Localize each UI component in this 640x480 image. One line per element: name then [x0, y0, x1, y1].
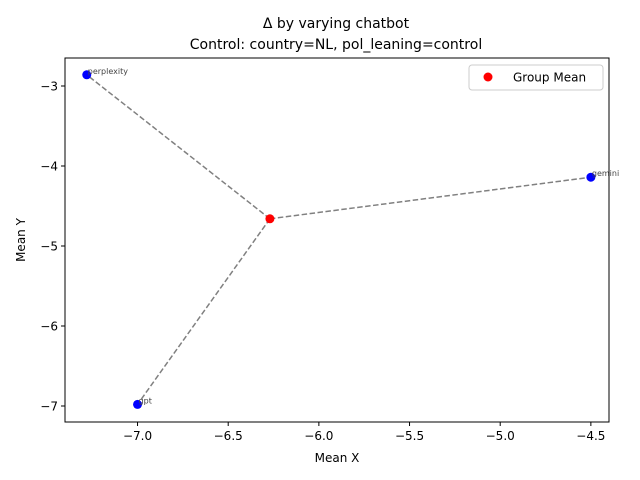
y-tick-label: −3 — [40, 80, 58, 94]
y-tick-label: −5 — [40, 240, 58, 254]
x-tick-label: −7.0 — [123, 429, 152, 443]
chart-subtitle: Control: country=NL, pol_leaning=control — [190, 37, 482, 53]
connector-line-gemini — [269, 176, 591, 220]
x-tick-label: −6.0 — [304, 429, 333, 443]
x-tick-label: −5.0 — [486, 429, 515, 443]
point-label-gemini: gemini — [592, 169, 619, 178]
connector-line-perplexity — [86, 74, 271, 220]
y-tick-label: −4 — [40, 160, 58, 174]
legend-marker-group-mean — [483, 72, 493, 82]
x-tick-label: −4.5 — [576, 429, 605, 443]
legend-box — [468, 64, 604, 91]
data-points: perplexity gemini gpt — [82, 67, 619, 409]
y-axis-ticks: −7 −6 −5 −4 −3 — [40, 80, 65, 414]
point-gpt — [133, 399, 143, 409]
point-perplexity — [82, 70, 92, 80]
y-tick-label: −7 — [40, 400, 58, 414]
point-label-gpt: gpt — [139, 396, 152, 405]
legend: Group Mean — [468, 64, 604, 91]
point-label-perplexity: perplexity — [88, 67, 128, 76]
y-tick-label: −6 — [40, 320, 58, 334]
group-mean-point — [265, 214, 275, 224]
x-tick-label: −5.5 — [395, 429, 424, 443]
point-gemini — [586, 172, 596, 182]
connector-lines — [86, 74, 591, 405]
plot-area — [64, 57, 610, 423]
x-axis-ticks: −7.0 −6.5 −6.0 −5.5 −5.0 −4.5 — [123, 422, 605, 443]
legend-label-group-mean: Group Mean — [513, 71, 586, 85]
y-axis-label: Mean Y — [14, 217, 28, 262]
x-tick-label: −6.5 — [214, 429, 243, 443]
chart-title: Δ by varying chatbot — [263, 16, 410, 32]
x-axis-label: Mean X — [315, 451, 360, 465]
connector-line-gpt — [136, 218, 271, 405]
